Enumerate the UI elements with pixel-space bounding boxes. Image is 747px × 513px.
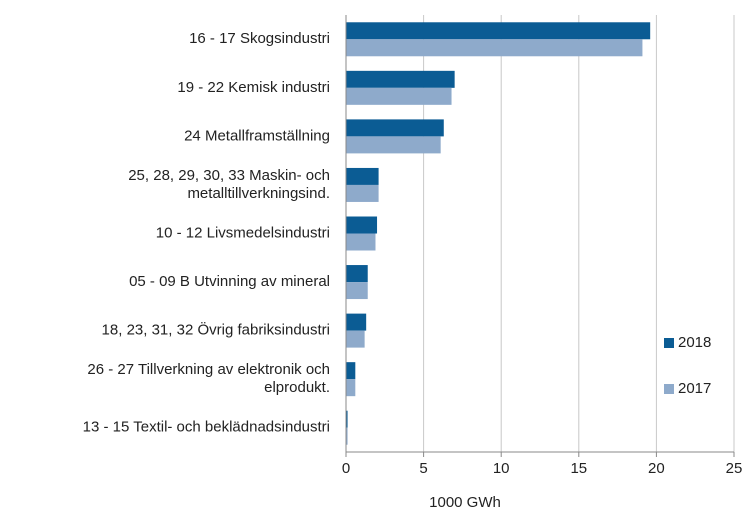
legend-swatch — [664, 338, 674, 348]
y-tick-label: 13 - 15 Textil- och beklädnadsindustri — [83, 419, 330, 436]
bar — [346, 362, 356, 380]
bar — [346, 167, 379, 185]
x-axis-label: 1000 GWh — [429, 494, 501, 511]
y-tick-label: 26 - 27 Tillverkning av elektronik och el… — [87, 361, 330, 396]
bar — [346, 216, 378, 234]
y-tick-label: 05 - 09 B Utvinning av mineral — [129, 273, 330, 290]
bar — [346, 22, 651, 40]
legend-label: 2018 — [678, 334, 711, 351]
y-tick-label: 25, 28, 29, 30, 33 Maskin- och metalltill… — [128, 167, 330, 202]
bar — [346, 119, 444, 137]
bar — [346, 330, 365, 348]
bar — [346, 427, 348, 445]
bar — [346, 410, 348, 428]
y-tick-label: 19 - 22 Kemisk industri — [177, 79, 330, 96]
y-tick-label: 24 Metallframställning — [184, 127, 330, 144]
bar — [346, 87, 452, 105]
legend-label: 2017 — [678, 380, 711, 397]
x-tick-label: 15 — [570, 460, 587, 477]
bar — [346, 70, 455, 88]
x-tick-label: 0 — [342, 460, 350, 477]
x-tick-label: 10 — [493, 460, 510, 477]
bar — [346, 39, 643, 57]
bar — [346, 233, 376, 251]
x-tick-label: 25 — [726, 460, 743, 477]
bar — [346, 282, 368, 300]
bar — [346, 265, 368, 283]
bar — [346, 136, 441, 154]
legend-swatch — [664, 384, 674, 394]
bar — [346, 313, 367, 331]
bar — [346, 379, 356, 397]
y-tick-label: 18, 23, 31, 32 Övrig fabriksindustri — [102, 321, 330, 339]
y-tick-label: 16 - 17 Skogsindustri — [189, 30, 330, 47]
bar — [346, 184, 379, 202]
x-tick-label: 20 — [648, 460, 665, 477]
y-tick-label: 10 - 12 Livsmedelsindustri — [156, 224, 330, 241]
x-tick-label: 5 — [419, 460, 427, 477]
